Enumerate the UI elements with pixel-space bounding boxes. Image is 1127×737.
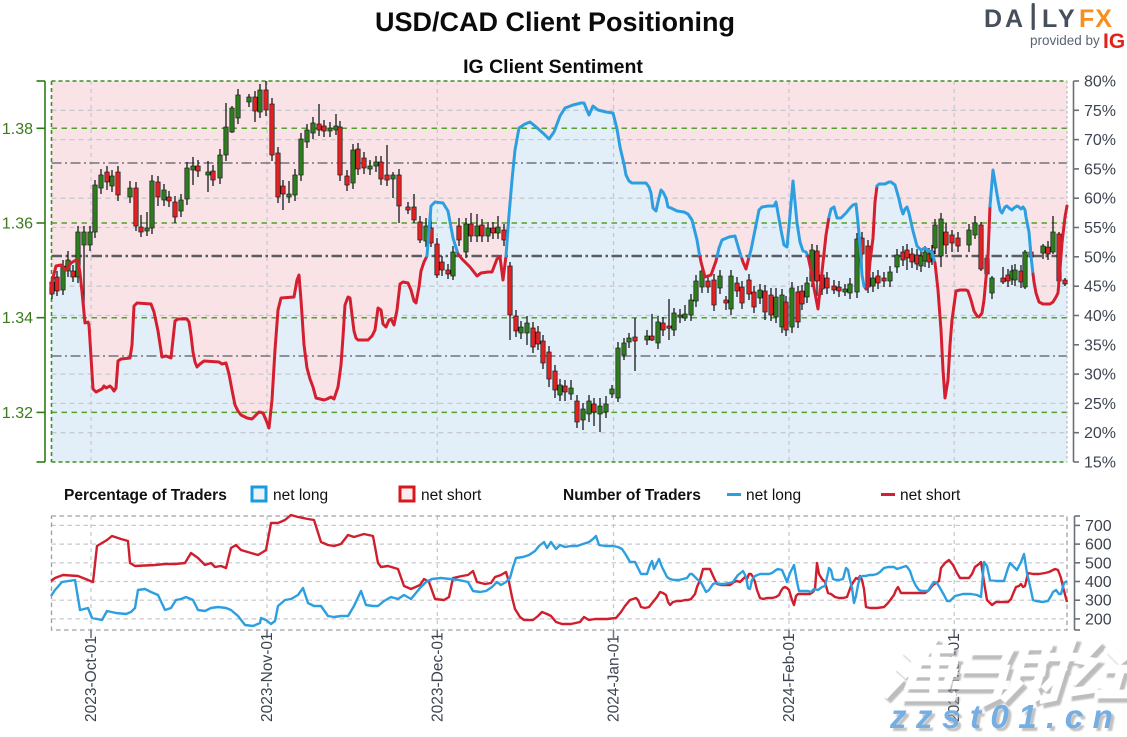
svg-text:net short: net short bbox=[900, 487, 961, 504]
svg-text:2023-Oct-01: 2023-Oct-01 bbox=[83, 636, 100, 722]
svg-text:20%: 20% bbox=[1084, 425, 1116, 442]
svg-text:80%: 80% bbox=[1084, 74, 1116, 91]
svg-text:50%: 50% bbox=[1084, 249, 1116, 266]
svg-text:600: 600 bbox=[1085, 537, 1112, 554]
svg-text:net long: net long bbox=[746, 487, 801, 504]
svg-text:1.32: 1.32 bbox=[2, 405, 33, 422]
svg-text:provided by: provided by bbox=[1030, 33, 1100, 48]
svg-text:700: 700 bbox=[1085, 518, 1112, 535]
svg-text:FX: FX bbox=[1079, 5, 1113, 33]
svg-text:60%: 60% bbox=[1084, 191, 1116, 208]
svg-text:USD/CAD Client Positioning: USD/CAD Client Positioning bbox=[375, 7, 735, 37]
svg-text:55%: 55% bbox=[1084, 220, 1116, 237]
svg-text:30%: 30% bbox=[1084, 367, 1116, 384]
svg-text:IG: IG bbox=[1103, 30, 1125, 53]
svg-text:300: 300 bbox=[1085, 593, 1112, 610]
svg-text:2024-Feb-01: 2024-Feb-01 bbox=[781, 633, 798, 722]
svg-text:2023-Nov-01: 2023-Nov-01 bbox=[259, 632, 276, 722]
svg-text:70%: 70% bbox=[1084, 132, 1116, 149]
svg-text:500: 500 bbox=[1085, 555, 1112, 572]
svg-text:1.38: 1.38 bbox=[2, 121, 33, 138]
svg-text:65%: 65% bbox=[1084, 161, 1116, 178]
svg-text:LY: LY bbox=[1042, 5, 1078, 33]
svg-text:35%: 35% bbox=[1084, 337, 1116, 354]
svg-text:200: 200 bbox=[1085, 611, 1112, 628]
svg-text:Number of Traders: Number of Traders bbox=[563, 487, 701, 504]
svg-text:2024-Jan-01: 2024-Jan-01 bbox=[606, 635, 623, 722]
svg-text:2023-Dec-01: 2023-Dec-01 bbox=[429, 632, 446, 722]
svg-text:IG Client Sentiment: IG Client Sentiment bbox=[463, 56, 643, 78]
svg-text:45%: 45% bbox=[1084, 279, 1116, 296]
svg-text:40%: 40% bbox=[1084, 308, 1116, 325]
svg-text:net long: net long bbox=[273, 487, 328, 504]
svg-text:1.34: 1.34 bbox=[2, 310, 33, 327]
svg-text:400: 400 bbox=[1085, 574, 1112, 591]
svg-text:75%: 75% bbox=[1084, 103, 1116, 120]
svg-text:1.36: 1.36 bbox=[2, 216, 33, 233]
svg-text:25%: 25% bbox=[1084, 396, 1116, 413]
svg-text:net short: net short bbox=[421, 487, 482, 504]
svg-text:DA: DA bbox=[984, 5, 1026, 33]
svg-text:zzst01.cn: zzst01.cn bbox=[889, 698, 1122, 732]
svg-text:Percentage of Traders: Percentage of Traders bbox=[64, 487, 227, 504]
svg-text:15%: 15% bbox=[1084, 455, 1116, 472]
